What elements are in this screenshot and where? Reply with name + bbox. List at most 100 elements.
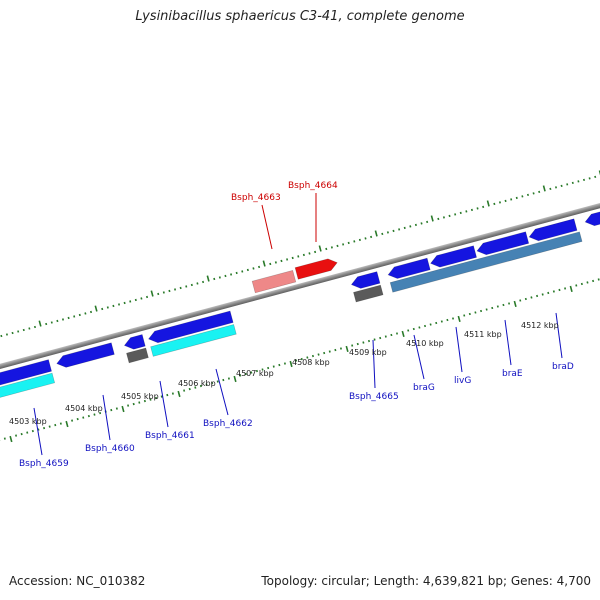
minor-tick [117,303,121,306]
minor-tick [381,232,384,236]
minor-tick [138,401,141,404]
gene-label-bsph-4662: Bsph_4662 [203,419,253,429]
minor-tick [283,362,286,365]
minor-tick [412,327,415,331]
accession-text: Accession: NC_010382 [9,574,146,588]
tick-label-4504: 4504 kbp [65,404,103,413]
minor-tick [50,321,53,324]
minor-tick [45,322,48,326]
minor-tick [78,313,81,317]
gene-label-livg: livG [454,376,471,386]
inner-tick-track [0,278,600,443]
minor-tick [493,202,496,206]
minor-tick [392,229,395,233]
major-tick [318,245,322,252]
minor-tick [235,271,238,275]
gene-offscreen-right [584,200,600,227]
minor-tick [423,324,427,328]
gene-brad [528,218,578,242]
minor-tick [353,240,356,243]
minor-tick [496,305,499,308]
minor-tick [224,274,227,278]
minor-tick [101,307,104,311]
minor-tick [364,237,367,240]
gene-label-brad: braD [552,362,574,372]
tick-label-4508: 4508 kbp [292,358,330,367]
major-tick [262,260,266,267]
gene-label-bsph-4665: Bsph_4665 [349,392,399,402]
minor-tick [31,429,34,433]
minor-tick [351,344,354,347]
minor-tick [325,247,328,251]
gene-brae [476,231,530,256]
minor-tick [575,284,578,287]
minor-tick [269,262,272,266]
gene-bsph-4665 [350,271,381,289]
minor-tick [558,288,561,292]
minor-tick [179,286,182,290]
gene-bsph-4660 [56,342,115,368]
minor-tick [498,201,502,204]
minor-tick [89,310,93,314]
tick-label-4506: 4506 kbp [178,379,216,388]
minor-tick [577,180,580,183]
gene-label-bsph-4660: Bsph_4660 [85,444,135,454]
gene-livg [430,245,477,268]
major-tick [289,360,293,368]
minor-tick [22,328,25,332]
minor-tick [536,294,539,298]
minor-tick [586,281,589,284]
major-tick [121,405,125,413]
minor-tick [185,285,188,288]
minor-tick [311,354,314,358]
minor-tick [508,302,511,305]
major-tick [374,230,378,237]
major-tick [430,215,434,222]
minor-tick [530,296,533,299]
minor-tick [67,316,70,320]
minor-tick [491,306,494,310]
minor-tick [407,329,410,332]
minor-tick [510,198,513,201]
minor-tick [420,222,423,225]
minor-tick [317,353,320,356]
tick-label-4507: 4507 kbp [236,369,274,378]
minor-tick [476,207,479,210]
minor-tick [227,377,230,380]
minor-tick [549,187,552,191]
minor-tick [373,338,376,341]
minor-tick [239,374,242,377]
minor-tick [521,195,524,198]
minor-tick [205,383,208,386]
minor-tick [398,228,401,231]
minor-tick [43,426,46,430]
label-leaders [33,193,563,456]
minor-tick [145,295,149,299]
minor-tick [129,300,132,303]
minor-tick [82,416,85,419]
minor-tick [384,335,387,338]
minor-tick [134,298,137,302]
minor-tick [166,393,169,397]
minor-tick [504,199,507,203]
minor-tick [168,289,171,293]
tick-label-4511: 4511 kbp [464,330,502,339]
minor-tick [594,175,597,179]
outer-tick-track [0,170,600,338]
major-tick [542,185,546,192]
minor-tick [300,357,303,361]
minor-tick [84,312,87,315]
leader-livg [455,326,463,373]
minor-tick [474,311,477,314]
minor-tick [414,223,417,227]
gene-bsph-4661 [123,334,146,350]
minor-tick [356,342,359,346]
minor-tick [446,318,449,322]
minor-tick [155,396,158,400]
minor-tick [59,422,62,425]
genome-summary-text: Topology: circular; Length: 4,639,821 bp… [261,574,591,588]
minor-tick [582,178,586,182]
major-tick [9,435,13,443]
minor-tick [418,326,421,329]
minor-tick [140,297,143,300]
